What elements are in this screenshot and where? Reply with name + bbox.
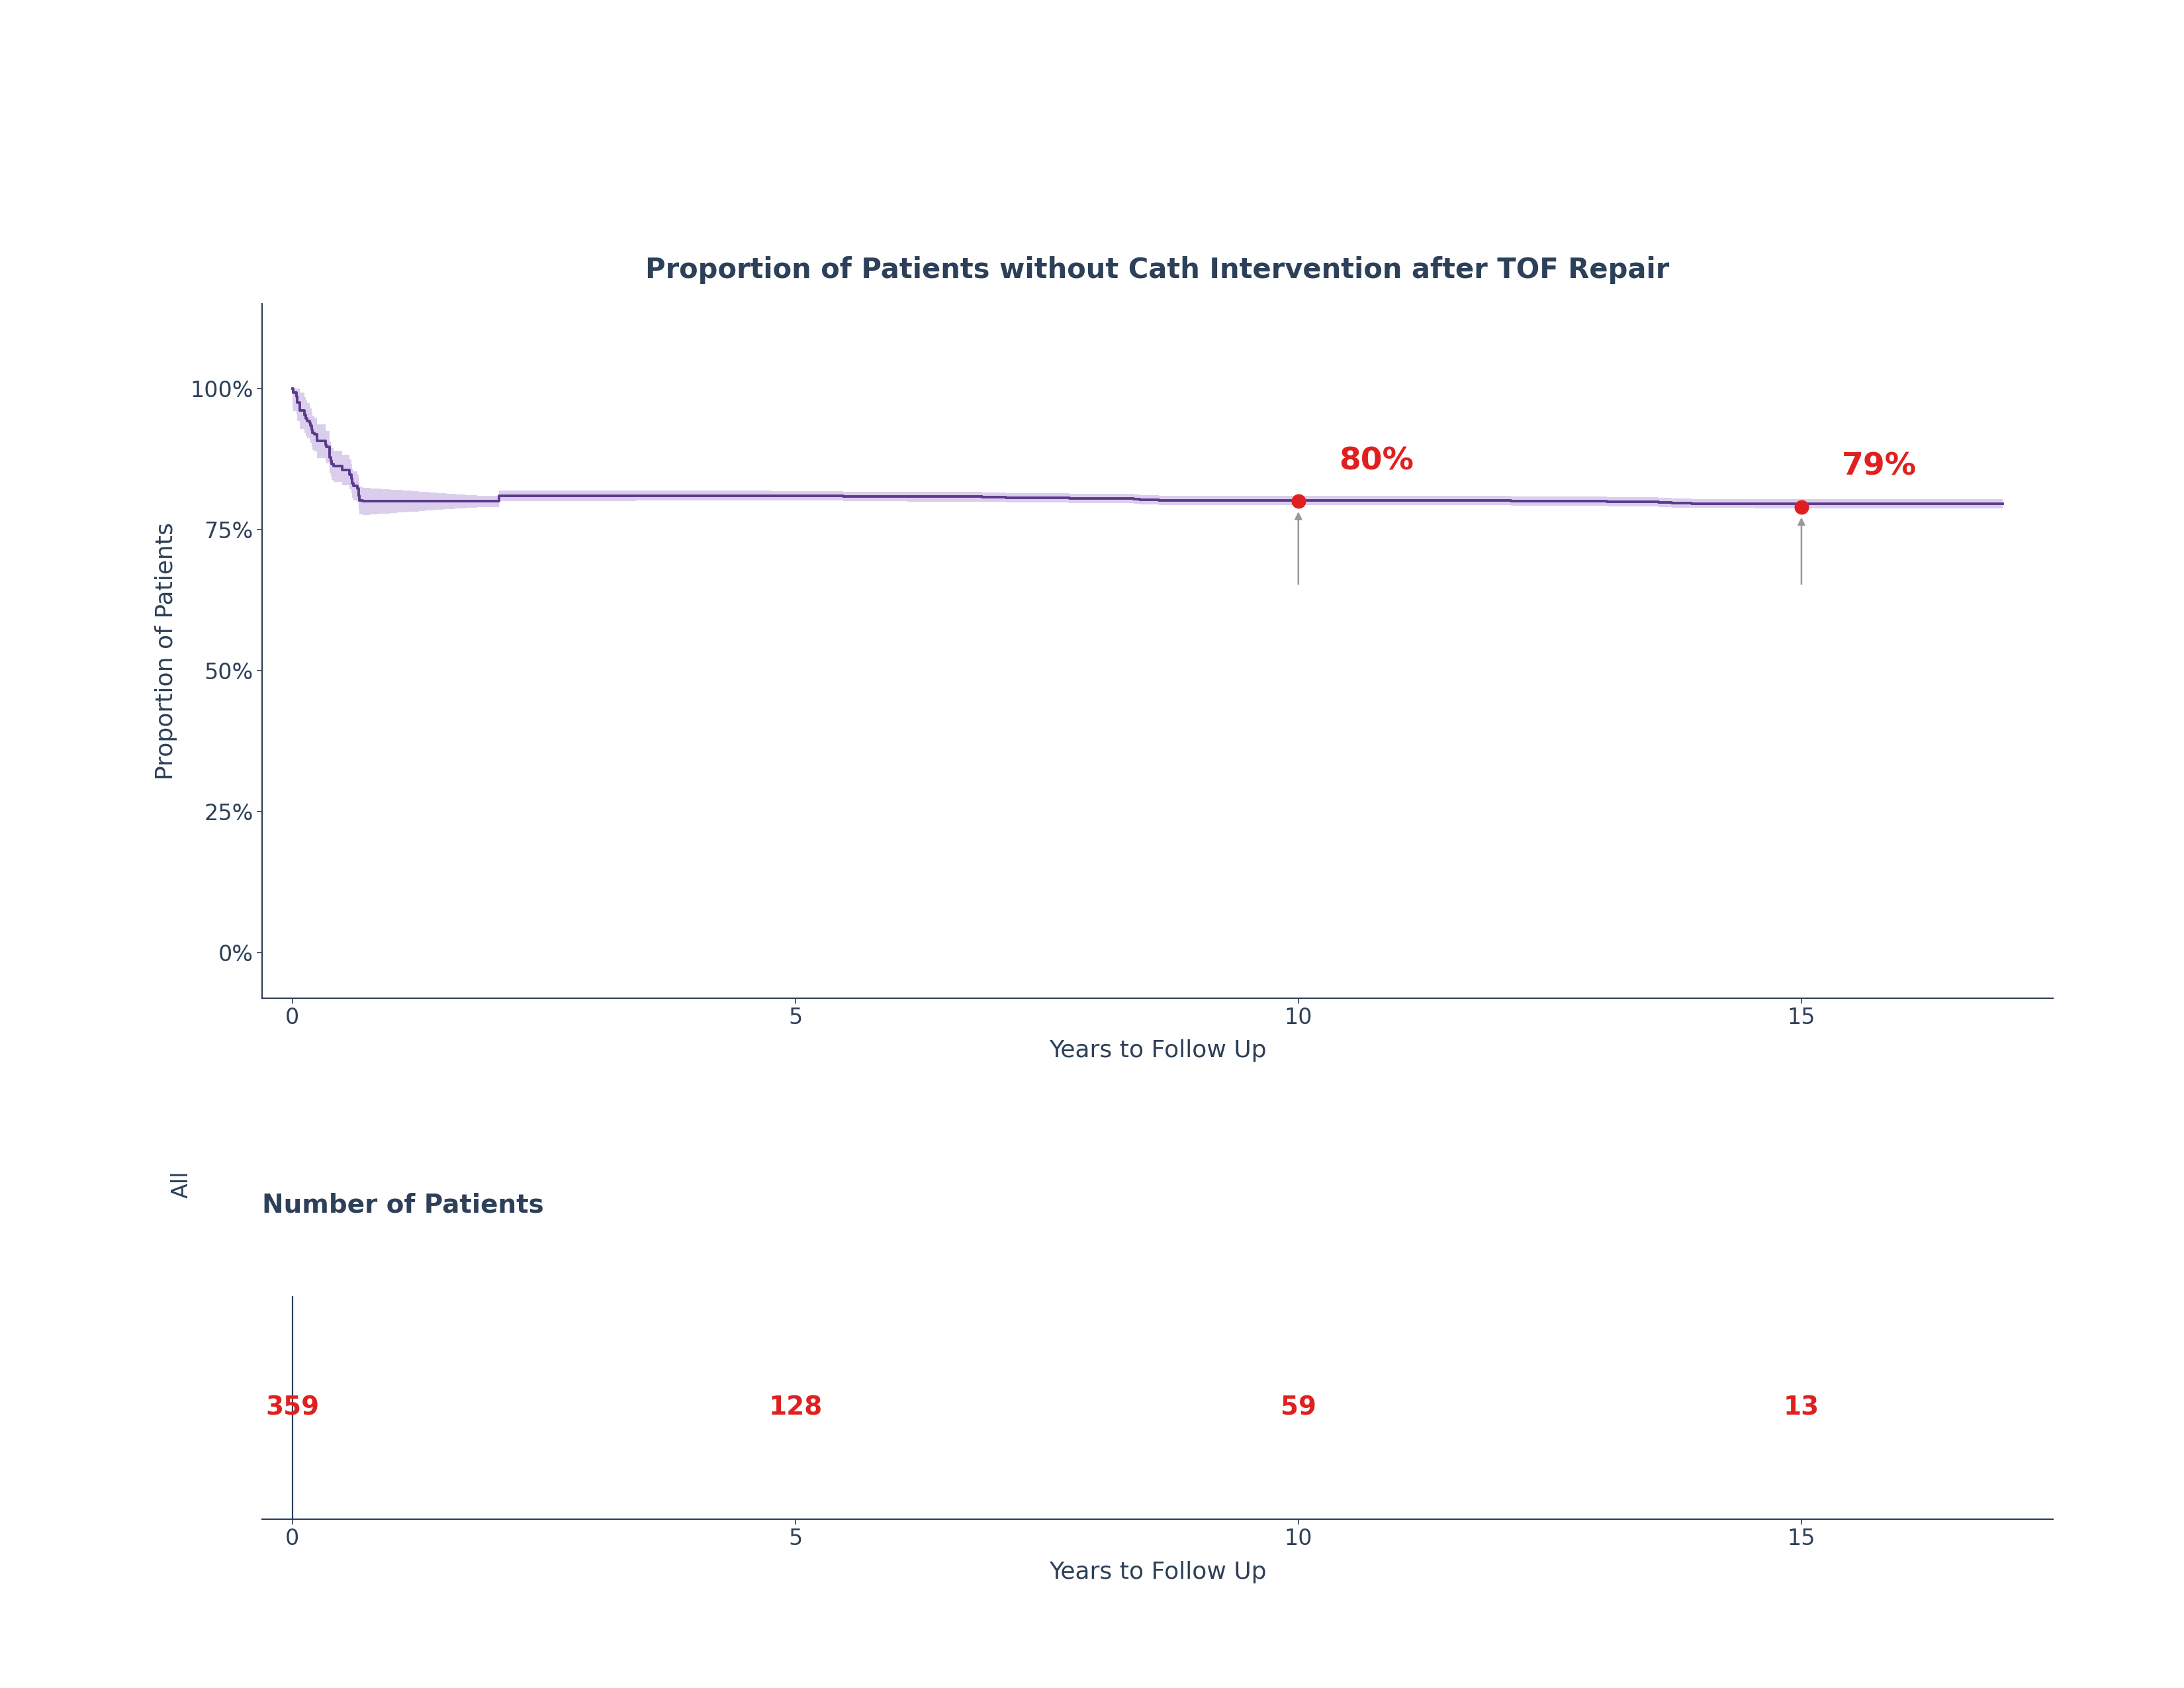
Title: Proportion of Patients without Cath Intervention after TOF Repair: Proportion of Patients without Cath Inte… — [646, 257, 1669, 284]
Text: 80%: 80% — [1339, 446, 1413, 476]
Text: 359: 359 — [266, 1394, 319, 1420]
Text: Number of Patients: Number of Patients — [262, 1193, 544, 1219]
Text: All: All — [170, 1171, 192, 1198]
X-axis label: Years to Follow Up: Years to Follow Up — [1048, 1561, 1267, 1583]
Text: 128: 128 — [769, 1394, 821, 1420]
Point — [1784, 493, 1819, 520]
Text: 59: 59 — [1280, 1394, 1317, 1420]
Text: 79%: 79% — [1841, 452, 1918, 481]
Text: 13: 13 — [1784, 1394, 1819, 1420]
Point — [1280, 488, 1315, 515]
X-axis label: Years to Follow Up: Years to Follow Up — [1048, 1040, 1267, 1062]
Y-axis label: Proportion of Patients: Proportion of Patients — [155, 522, 177, 780]
